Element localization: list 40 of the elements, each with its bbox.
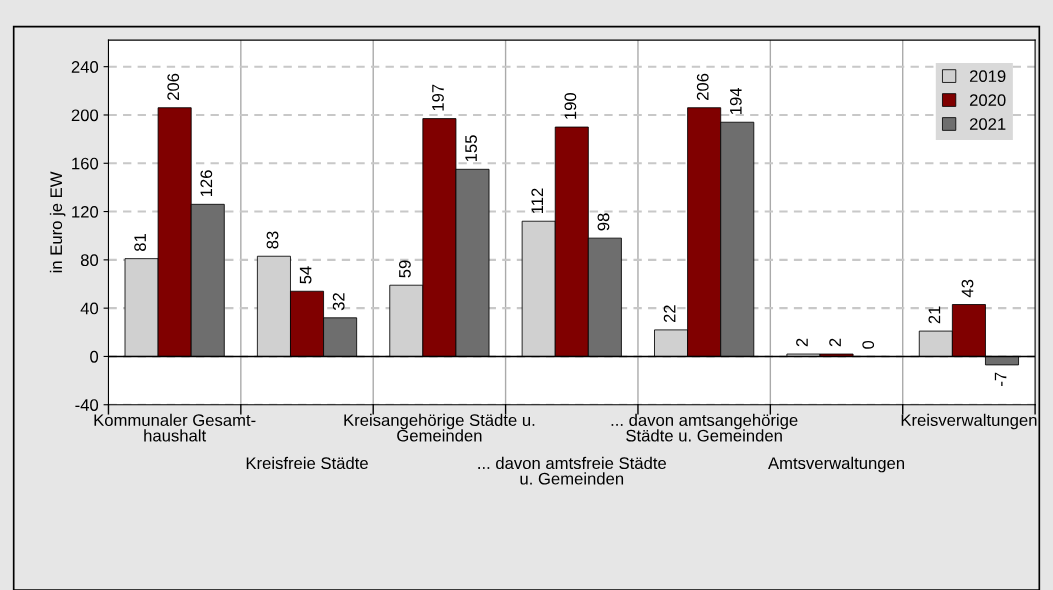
y-tick-label: -40 (75, 399, 99, 411)
data-label: 197 (432, 84, 444, 111)
data-label: 194 (729, 87, 742, 114)
data-label: 81 (134, 233, 147, 251)
data-label: 2 (829, 338, 841, 347)
x-tick-label: Kreisangehörige Städte u. Gemeinden (344, 413, 535, 442)
data-label: 155 (465, 135, 477, 162)
data-label: 98 (597, 213, 610, 231)
data-label: 112 (531, 188, 543, 214)
x-tick-label: Amtsverwaltungen (768, 456, 905, 473)
data-label: -7 (994, 372, 1007, 386)
x-tick-label: Kreisverwaltungen (901, 413, 1037, 430)
data-label: 22 (663, 305, 676, 323)
data-label: 43 (961, 279, 974, 298)
data-label: 2 (796, 338, 808, 347)
data-label: 0 (862, 340, 875, 349)
legend-label: 2021 (969, 118, 1006, 130)
x-tick-label: Kommunaler Gesamt- haushalt (94, 413, 256, 442)
y-tick-label: 160 (72, 157, 99, 170)
x-tick-label: ... davon amtsangehörige Städte u. Gemeinden (611, 413, 798, 442)
data-label: 190 (564, 92, 577, 119)
x-tick-label: ... davon amtsfreie Städte u. Gemeinden (478, 456, 666, 485)
legend-label: 2019 (969, 70, 1006, 83)
data-label: 59 (398, 260, 411, 278)
data-label: 126 (200, 170, 213, 197)
data-label: 83 (266, 231, 279, 249)
y-tick-label: 80 (80, 254, 99, 267)
data-label: 32 (332, 293, 345, 311)
legend-label: 2020 (969, 94, 1006, 106)
y-tick-label: 200 (71, 109, 99, 122)
y-axis-title: in Euro je EW (49, 171, 66, 273)
y-tick-label: 40 (80, 302, 99, 315)
data-label: 21 (928, 306, 941, 324)
data-label: 54 (299, 266, 312, 284)
y-tick-label: 0 (90, 350, 99, 363)
data-label: 206 (696, 73, 709, 100)
x-tick-label: Kreisfreie Städte (246, 456, 368, 470)
y-tick-label: 120 (72, 205, 99, 218)
data-label: 206 (167, 73, 180, 100)
y-tick-label: 240 (71, 61, 99, 73)
